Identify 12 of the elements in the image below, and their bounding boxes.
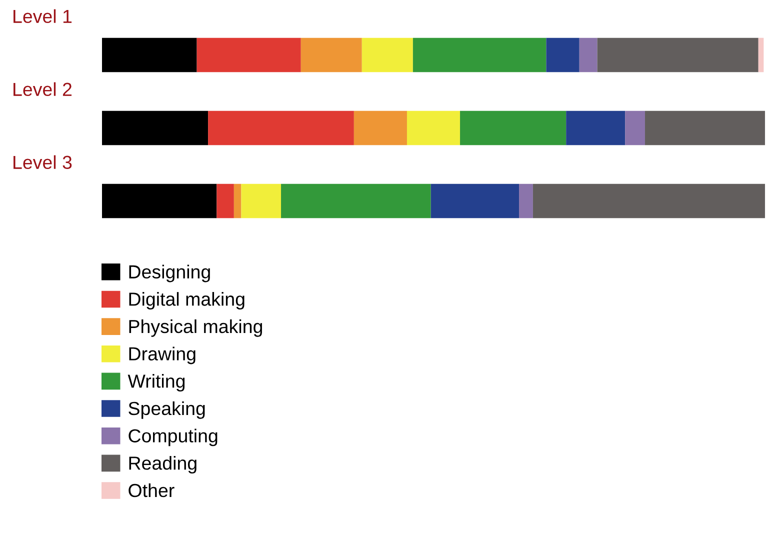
y-tick-label: Level 3	[14, 155, 72, 170]
legend-label: Drawing	[129, 346, 196, 364]
legend-label: Physical making	[129, 319, 262, 337]
legend-label: Digital making	[129, 292, 244, 310]
legend-label: Computing	[128, 428, 218, 446]
legend-label: Speaking	[128, 401, 205, 419]
legend-label: Designing	[129, 264, 210, 282]
legend-label: Reading	[129, 456, 196, 474]
y-tick-label: Level 2	[14, 82, 72, 96]
legend-label: Other	[128, 483, 174, 498]
legend-label: Writing	[128, 374, 185, 392]
y-tick-label: Level 1	[14, 9, 72, 24]
